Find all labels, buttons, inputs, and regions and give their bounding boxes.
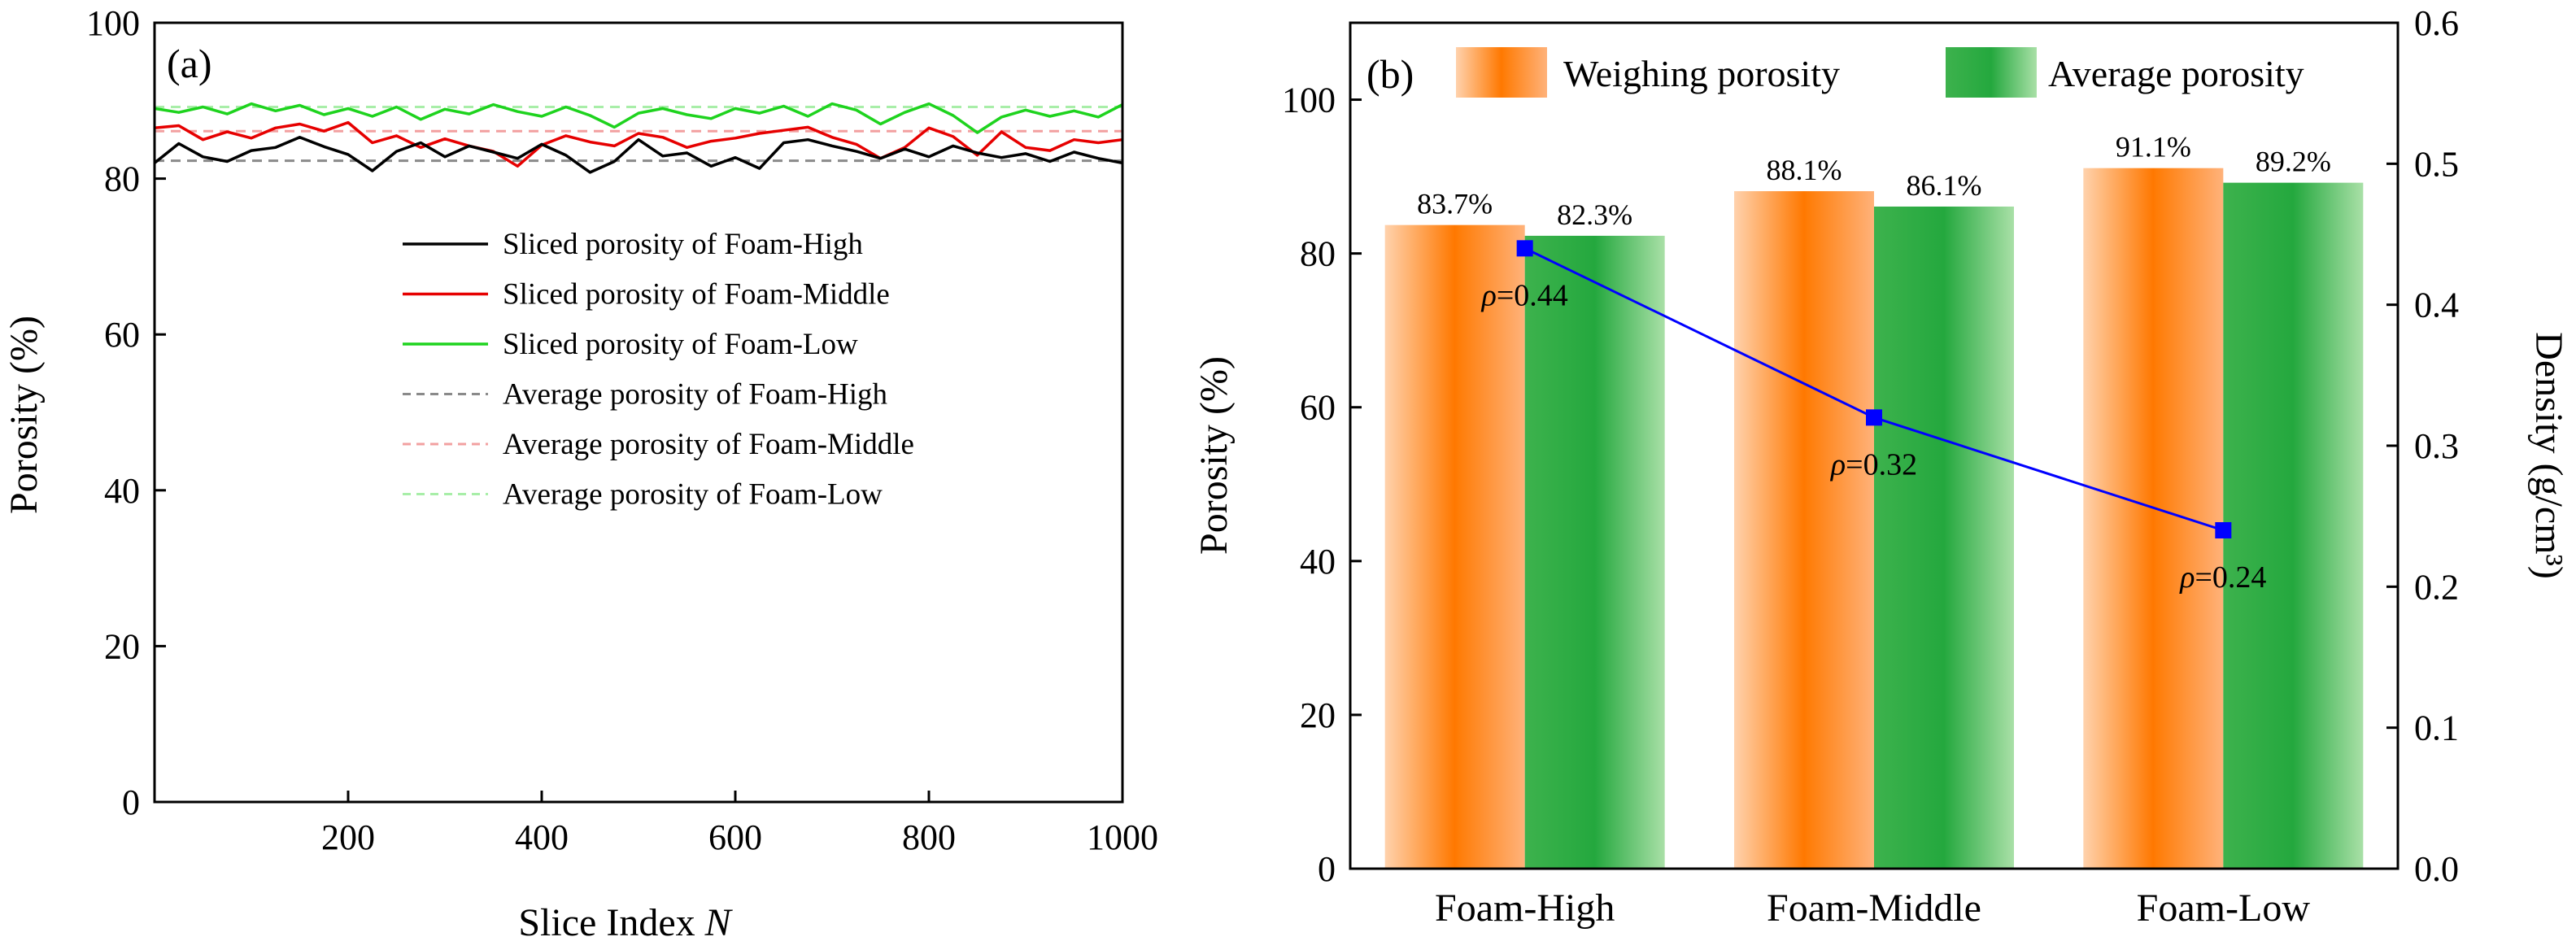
panel-b-bars-group: 83.7% 82.3% 88.1% 86.1% 91.1% 89.2% (1384, 131, 2364, 869)
legend-swatch-weighing-porosity (1456, 47, 1547, 98)
panel-a-y-tick-label: 60 (104, 315, 140, 355)
panel-a-series-line-2 (154, 102, 1123, 134)
panel-b-bar-average-1 (1874, 206, 2014, 869)
panel-a-x-axis-title-text: Slice Index (518, 901, 695, 944)
panel-b-bar-value-label: 91.1% (2116, 131, 2191, 163)
panel-a-letter: (a) (167, 41, 212, 86)
panel-b-density-line-group: ρ=0.44 ρ=0.32 ρ=0.24 (1481, 240, 2266, 595)
panel-a-y-tick-label: 0 (122, 782, 140, 822)
panel-a-y-tick-label: 100 (86, 3, 140, 43)
legend-label-weighing-porosity: Weighing porosity (1563, 53, 1840, 94)
panel-a-series-group (153, 102, 1123, 174)
panel-b-bar-weighing-0 (1384, 224, 1525, 869)
panel-b-category-label: Foam-Middle (1767, 887, 1981, 930)
panel-b-axes: 0 20 40 60 80 100 0.0 0.1 0.2 0.3 0.4 0.5 0.6 Foam-Hi… (1282, 3, 2459, 930)
panel-a-plot-frame (153, 21, 1124, 804)
panel-a-axes: 0 20 40 60 80 100 200 400 600 800 1000 (86, 3, 1158, 857)
panel-a-x-tick-label: 1000 (1087, 817, 1158, 857)
panel-a-x-tick-label: 200 (321, 817, 375, 857)
panel-a-x-axis-title-var: N (704, 901, 734, 944)
panel-b-right-tick-label: 0.0 (2414, 849, 2459, 889)
panel-b-y-tick-label: 100 (1282, 81, 1336, 120)
panel-a-series-line-1 (154, 120, 1123, 168)
panel-a-y-axis-title: Porosity (%) (2, 316, 46, 514)
panel-b-density-marker (1866, 409, 1882, 426)
panel-b-right-tick-label: 0.3 (2414, 426, 2459, 466)
panel-b-y-tick-label: 0 (1318, 849, 1336, 889)
panel-b-density-label: ρ=0.24 (2179, 560, 2266, 595)
panel-a-legend-label-1: Sliced porosity of Foam-Middle (503, 278, 890, 312)
panel-b-bar-average-0 (1524, 235, 1665, 869)
panel-b-y-axis-title: Porosity (%) (1192, 356, 1236, 555)
panel-b-right-tick-label: 0.5 (2414, 144, 2459, 184)
panel-b-bar-value-label: 82.3% (1557, 198, 1632, 231)
panel-b-density-label: ρ=0.32 (1830, 447, 1917, 482)
panel-a-line-chart: 0 20 40 60 80 100 200 400 600 800 1000 (a) Sliced … (2, 3, 1158, 944)
panel-a-legend: Sliced porosity of Foam-High Sliced poros… (403, 228, 914, 512)
panel-b-y-tick-label: 40 (1300, 542, 1336, 582)
panel-b-bar-value-label: 88.1% (1767, 154, 1842, 186)
panel-a-y-tick-label: 40 (104, 471, 140, 511)
panel-b-density-marker (1516, 240, 1533, 257)
panel-a-x-tick-label: 800 (902, 817, 956, 857)
panel-b-bar-value-label: 89.2% (2256, 146, 2331, 178)
panel-a-legend-label-2: Sliced porosity of Foam-Low (503, 328, 858, 361)
panel-b-bar-average-2 (2223, 182, 2364, 869)
panel-b-right-tick-label: 0.4 (2414, 285, 2459, 325)
panel-a-y-tick-label: 80 (104, 159, 140, 199)
panel-b-category-label: Foam-Low (2137, 887, 2311, 930)
panel-a-x-tick-label: 600 (708, 817, 762, 857)
legend-label-average-porosity: Average porosity (2048, 53, 2304, 94)
panel-a-legend-label-3: Average porosity of Foam-High (503, 378, 888, 412)
panel-b-category-label: Foam-High (1435, 887, 1615, 930)
panel-b-y-tick-label: 60 (1300, 388, 1336, 428)
panel-a-legend-label-4: Average porosity of Foam-Middle (503, 428, 914, 461)
panel-a-legend-label-0: Sliced porosity of Foam-High (503, 228, 863, 261)
panel-b-bar-weighing-2 (2083, 168, 2224, 869)
panel-b-density-marker (2215, 522, 2232, 538)
panel-a-x-tick-label: 400 (515, 817, 569, 857)
panel-b-right-axis-title: Density (g/cm³) (2527, 332, 2570, 579)
panel-a-legend-label-5: Average porosity of Foam-Low (503, 478, 883, 512)
panel-b-bar-value-label: 83.7% (1417, 188, 1493, 220)
panel-b-bar-weighing-1 (1734, 191, 1874, 869)
panel-a-x-axis-title: Slice Index N (518, 901, 733, 944)
panel-b-letter: (b) (1366, 51, 1414, 97)
panel-b-density-label: ρ=0.44 (1481, 278, 1568, 312)
panel-b-y-tick-label: 80 (1300, 234, 1336, 274)
legend-swatch-average-porosity (1946, 47, 2037, 98)
panel-b-right-tick-label: 0.1 (2414, 708, 2459, 748)
panel-b-bar-value-label: 86.1% (1907, 169, 1982, 202)
panel-b-bar-chart: 83.7% 82.3%88.1% 86.1%91.1% 89.2% ρ=0.44ρ=0… (1192, 3, 2570, 930)
panel-a-y-tick-label: 20 (104, 626, 140, 666)
panel-a-series-line-0 (153, 136, 1123, 174)
panel-b-right-tick-label: 0.6 (2414, 3, 2459, 43)
panel-b-right-tick-label: 0.2 (2414, 567, 2459, 607)
panel-b-y-tick-label: 20 (1300, 695, 1336, 735)
